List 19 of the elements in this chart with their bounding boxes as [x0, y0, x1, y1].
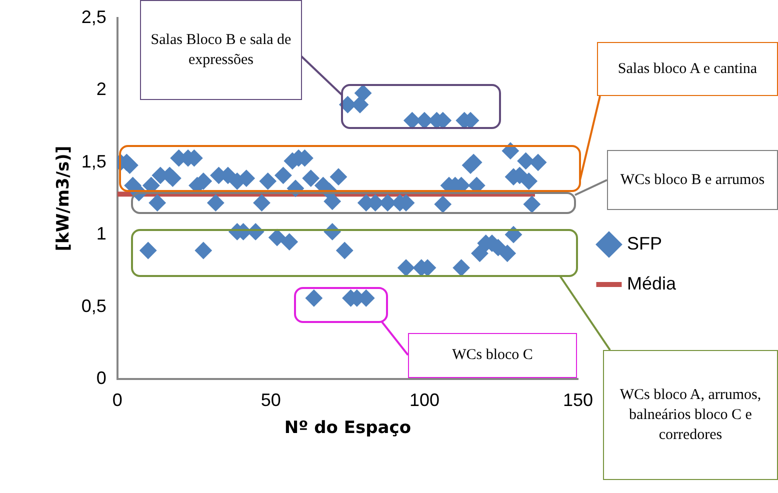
callout-box: WCs bloco B e arrumos [607, 150, 778, 210]
callout-box: WCs bloco A, arrumos, balneários bloco C e corredores [603, 350, 778, 480]
callout-box: Salas bloco A e cantina [597, 42, 778, 96]
x-tick-label: 150 [562, 390, 593, 410]
y-tick-label: 1 [96, 224, 106, 244]
x-tick-label: 100 [409, 390, 440, 410]
x-axis-title: Nº do Espaço [284, 418, 412, 438]
callout-box: Salas Bloco B e sala de expressões [140, 0, 302, 100]
y-axis-title: [kW/m3/s)] [54, 146, 74, 252]
x-tick-label: 50 [260, 390, 281, 410]
y-tick-label: 2,5 [81, 6, 106, 27]
y-tick-label: 0,5 [81, 296, 106, 316]
y-tick-label: 1,5 [81, 151, 106, 172]
legend-label: Média [626, 273, 677, 294]
x-tick-label: 0 [112, 390, 122, 410]
callout-box: WCs bloco C [408, 333, 577, 378]
legend-label: SFP [626, 233, 662, 254]
y-tick-label: 0 [96, 368, 106, 388]
y-tick-label: 2 [96, 79, 106, 100]
